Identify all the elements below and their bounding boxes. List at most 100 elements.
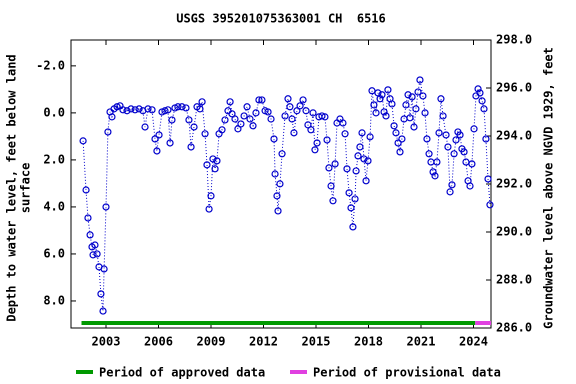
data-point — [329, 197, 337, 205]
data-point — [450, 150, 458, 158]
data-point — [378, 91, 386, 99]
data-point — [187, 143, 195, 151]
data-point — [423, 135, 431, 143]
data-point — [89, 251, 97, 259]
data-point — [237, 120, 245, 128]
data-point — [482, 135, 490, 143]
data-point — [398, 135, 406, 143]
data-point — [286, 103, 294, 111]
data-point — [452, 136, 460, 144]
data-point — [258, 96, 266, 104]
data-point — [402, 101, 410, 109]
data-point — [91, 241, 99, 249]
data-point — [278, 150, 286, 158]
data-point — [113, 103, 121, 111]
data-point — [486, 201, 494, 209]
data-point — [99, 307, 107, 315]
data-point — [79, 137, 87, 145]
data-point — [84, 214, 92, 222]
data-point — [273, 192, 281, 200]
data-point — [274, 207, 282, 215]
data-point — [414, 88, 422, 96]
data-point — [168, 116, 176, 124]
data-point — [119, 106, 127, 114]
data-point — [354, 152, 362, 160]
data-point — [431, 172, 439, 180]
data-point — [82, 186, 90, 194]
data-point — [392, 129, 400, 137]
data-point — [362, 177, 370, 185]
data-point — [444, 143, 452, 151]
data-point — [388, 100, 396, 108]
data-point — [270, 135, 278, 143]
data-point — [224, 107, 232, 115]
data-point — [144, 105, 152, 113]
data-point — [468, 160, 476, 168]
data-point — [476, 89, 484, 97]
data-point — [323, 136, 331, 144]
y-tick-label: 0.0 — [43, 105, 65, 119]
data-point — [364, 157, 372, 165]
data-point — [252, 109, 260, 117]
data-point — [127, 105, 135, 113]
data-point — [368, 87, 376, 95]
y2-tick-label: 296.0 — [496, 81, 532, 95]
y-axis-label: Depth to water level, feet below land — [5, 54, 19, 321]
data-point — [466, 182, 474, 190]
data-point — [284, 95, 292, 103]
data-point — [474, 85, 482, 93]
data-point — [290, 129, 298, 137]
data-point — [439, 112, 447, 120]
data-point — [185, 116, 193, 124]
period-bar — [81, 321, 476, 325]
data-point — [480, 105, 488, 113]
data-point — [370, 101, 378, 109]
y2-tick-label: 288.0 — [496, 273, 532, 287]
data-point — [460, 148, 468, 156]
data-point — [429, 168, 437, 176]
data-point — [281, 112, 289, 120]
data-point — [442, 131, 450, 139]
data-point — [313, 139, 321, 147]
data-point — [382, 112, 390, 120]
data-point — [416, 76, 424, 84]
y-tick-label: 6.0 — [43, 246, 65, 260]
data-point — [196, 105, 204, 113]
data-point — [470, 125, 478, 133]
data-point — [207, 192, 215, 200]
x-tick-label: 2015 — [302, 335, 331, 349]
data-point — [288, 115, 296, 123]
data-point — [211, 165, 219, 173]
data-point — [419, 92, 427, 100]
data-point — [307, 126, 315, 134]
data-point — [93, 250, 101, 258]
data-point — [221, 116, 229, 124]
y2-tick-label: 290.0 — [496, 225, 532, 239]
data-point — [100, 265, 108, 273]
data-point — [425, 150, 433, 158]
data-point — [384, 86, 392, 94]
data-point — [293, 107, 301, 115]
data-point — [161, 107, 169, 115]
data-point — [318, 112, 326, 120]
data-point — [231, 115, 239, 123]
data-point — [484, 175, 492, 183]
data-point — [178, 103, 186, 111]
data-point — [412, 105, 420, 113]
data-point — [97, 290, 105, 298]
data-point — [351, 195, 359, 203]
y-tick-label: 4.0 — [43, 199, 65, 213]
data-point — [421, 109, 429, 117]
data-point — [456, 131, 464, 139]
y2-tick-label: 286.0 — [496, 321, 532, 335]
data-point — [437, 95, 445, 103]
data-point — [123, 107, 131, 115]
data-point — [406, 114, 414, 122]
legend-label: Period of approved data — [99, 366, 265, 380]
x-tick-label: 2021 — [407, 335, 436, 349]
data-point — [321, 113, 329, 121]
data-point — [102, 203, 110, 211]
y2-tick-label: 294.0 — [496, 129, 532, 143]
data-point — [299, 96, 307, 104]
